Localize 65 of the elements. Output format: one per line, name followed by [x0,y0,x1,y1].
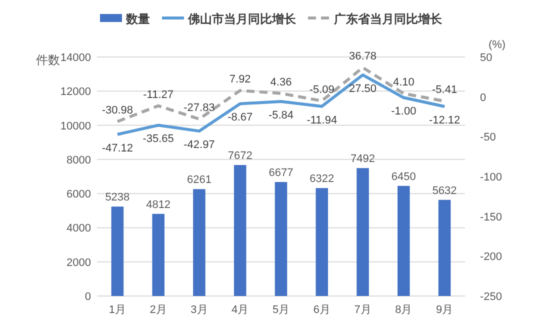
data-label: -5.41 [432,84,458,96]
legend-label: 数量 [125,12,150,26]
data-label: 4812 [146,198,171,211]
y-tick-label: 4000 [66,222,91,235]
data-label: 5238 [105,192,130,204]
data-label: -42.97 [184,139,215,152]
data-label: 7492 [350,153,376,166]
data-label: 5632 [432,184,457,197]
y-tick-label: 12000 [60,86,91,98]
y2-tick-label: 0 [480,92,486,104]
x-tick-label: 7月 [354,304,372,316]
y-tick-label: 10000 [60,120,91,132]
data-label: 4.36 [270,76,292,88]
y2-tick-label: 50 [480,52,492,64]
y-tick-label: 6000 [66,188,91,201]
bar [152,214,164,296]
data-label: 36.78 [349,50,377,63]
data-label: -12.12 [428,114,460,126]
bar [234,165,246,296]
x-tick-label: 4月 [232,304,249,316]
legend-label: 广东省当月同比增长 [333,12,443,26]
y-tick-label: 8000 [66,154,91,166]
y-axis-title: 件数 [36,53,60,67]
bar [193,189,206,296]
data-label: -11.94 [306,114,338,126]
data-label: -8.67 [228,112,253,124]
legend-label: 佛山市当月同比增长 [187,12,297,26]
x-tick-label: 2月 [150,304,167,316]
y2-tick-label: -100 [480,172,502,184]
data-label: 6322 [310,173,334,186]
data-label: 6677 [268,167,294,180]
y-tick-label: 0 [84,291,91,303]
data-label: 4.10 [392,76,414,89]
data-label: 27.50 [349,82,377,95]
data-label: 6450 [391,170,416,183]
data-label: -11.27 [143,88,174,101]
y-tick-label: 2000 [66,256,91,269]
bar [438,200,451,296]
x-tick-label: 6月 [313,304,330,316]
data-label: 6261 [186,174,212,186]
x-tick-label: 5月 [272,304,290,316]
x-tick-label: 3月 [190,304,208,316]
y2-tick-label: -50 [480,132,496,144]
data-label: -30.98 [102,104,134,117]
y2-tick-label: -200 [480,251,502,264]
data-label: -35.65 [142,133,174,146]
bar [356,168,369,296]
x-tick-label: 9月 [436,304,454,316]
y-tick-label: 14000 [60,52,91,64]
y2-tick-label: -150 [480,211,502,224]
bar [274,182,288,296]
bar [398,186,410,296]
data-label: -1.00 [391,106,416,118]
x-tick-label: 8月 [395,304,412,316]
y2-tick-label: -250 [480,291,502,303]
bar [111,206,124,296]
data-label: -5.84 [268,109,294,122]
bar [316,188,328,296]
y2-axis-title: (%) [488,39,506,51]
data-label: -47.12 [102,142,134,154]
x-tick-label: 1月 [108,304,126,316]
data-label: -5.09 [309,84,334,96]
data-label: 7.92 [229,74,251,86]
data-label: -27.83 [184,102,215,114]
data-label: 7672 [228,150,252,162]
